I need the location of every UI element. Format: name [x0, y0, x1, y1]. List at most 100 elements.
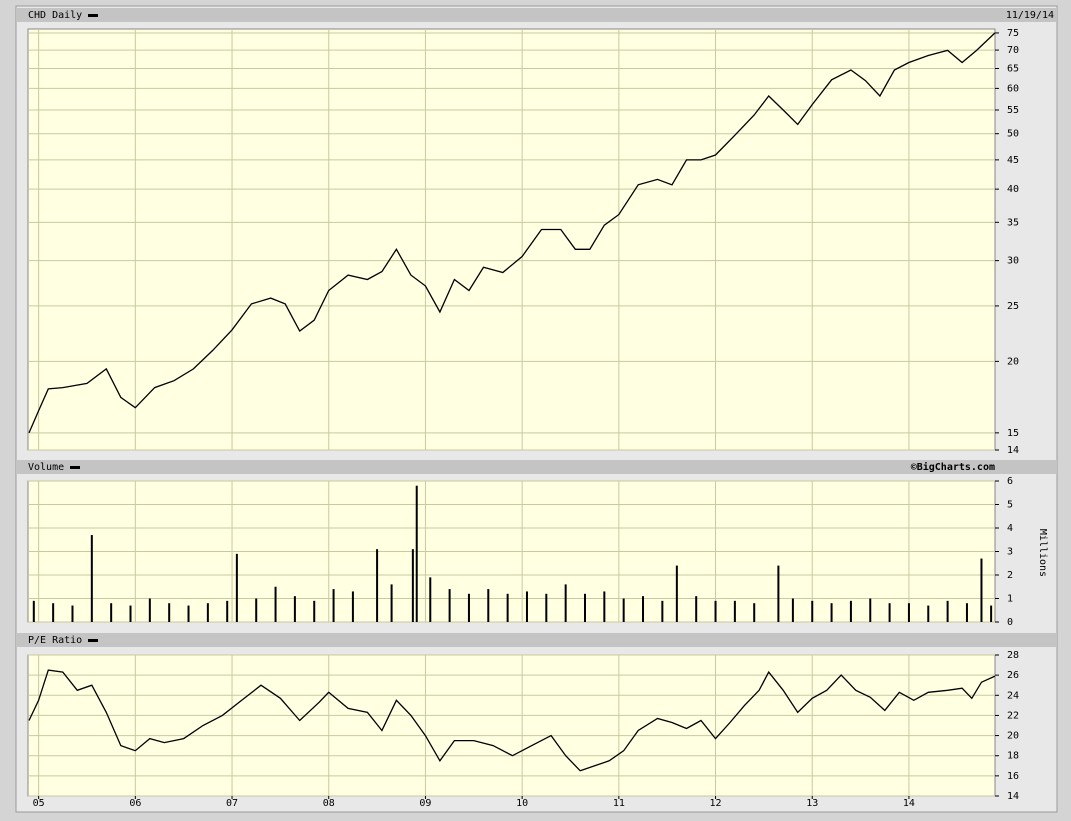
y-tick-label: 1 [1007, 594, 1013, 605]
bar [129, 605, 132, 622]
bar [71, 605, 74, 622]
y-tick-label: 28 [1007, 650, 1019, 661]
y-tick-label: 18 [1007, 751, 1019, 762]
bar [946, 600, 949, 622]
bar [777, 565, 780, 622]
bar [168, 603, 171, 622]
x-tick-label: 10 [516, 798, 528, 809]
bar [869, 598, 872, 622]
x-tick-label: 07 [226, 798, 238, 809]
bar [661, 600, 664, 622]
date-label: 11/19/14 [1006, 10, 1054, 21]
bar [714, 600, 717, 622]
bar [695, 596, 698, 622]
y-tick-label: 22 [1007, 710, 1019, 721]
y-tick-label: 20 [1007, 356, 1019, 367]
y-tick-label: 65 [1007, 64, 1019, 75]
legend-icon [88, 14, 98, 17]
bar [187, 605, 190, 622]
y-tick-label: 30 [1007, 256, 1019, 267]
bar [980, 558, 983, 622]
y-tick-label: 20 [1007, 731, 1019, 742]
bar [90, 535, 93, 622]
bar [110, 603, 113, 622]
bar [32, 600, 35, 622]
bar [753, 603, 756, 622]
bar [506, 593, 509, 622]
bar [467, 593, 470, 622]
bar [675, 565, 678, 622]
legend-icon [88, 639, 98, 642]
line [28, 32, 996, 434]
bar [811, 600, 814, 622]
y-tick-label: 3 [1007, 547, 1013, 558]
y-tick-label: 6 [1007, 476, 1013, 487]
bar [583, 593, 586, 622]
bar [927, 605, 930, 622]
y-tick-label: 25 [1007, 301, 1019, 312]
bar [226, 600, 229, 622]
y-tick-label: 4 [1007, 523, 1013, 534]
chart-title: P/E Ratio [28, 635, 82, 646]
y-tick-label: 35 [1007, 217, 1019, 228]
bar [487, 589, 490, 622]
bar [148, 598, 151, 622]
bar [206, 603, 209, 622]
y-tick-label: 26 [1007, 670, 1019, 681]
bar [415, 485, 418, 622]
y-tick-label: 50 [1007, 129, 1019, 140]
x-tick-label: 14 [903, 798, 915, 809]
bar [390, 584, 393, 622]
x-tick-label: 08 [323, 798, 335, 809]
bar [907, 603, 910, 622]
y-tick-label: 0 [1007, 617, 1013, 628]
bar [791, 598, 794, 622]
bar [351, 591, 354, 622]
bar [293, 596, 296, 622]
bar [411, 549, 414, 622]
x-tick-label: 11 [613, 798, 625, 809]
credit: ©BigCharts.com [911, 461, 995, 473]
x-tick-label: 12 [710, 798, 722, 809]
bar [642, 596, 645, 622]
bar [622, 598, 625, 622]
bar [255, 598, 258, 622]
y-tick-label: 2 [1007, 570, 1013, 581]
y-tick-label: 24 [1007, 690, 1019, 701]
bar [448, 589, 451, 622]
x-tick-label: 06 [129, 798, 141, 809]
chart-title: Volume [28, 462, 64, 473]
y-tick-label: 5 [1007, 500, 1013, 511]
bar [313, 600, 316, 622]
y-tick-label: 16 [1007, 771, 1019, 782]
bar [332, 589, 335, 622]
y-tick-label: 14 [1007, 445, 1019, 456]
chart-title: CHD Daily [28, 10, 82, 21]
y-axis-label: Millions [1037, 529, 1048, 577]
x-tick-label: 13 [806, 798, 818, 809]
bar [564, 584, 567, 622]
bar [733, 600, 736, 622]
plot-area [27, 654, 996, 797]
plot-area [27, 28, 996, 451]
bar [235, 553, 238, 622]
y-tick-label: 40 [1007, 184, 1019, 195]
bar [830, 603, 833, 622]
legend-icon [70, 466, 80, 469]
y-tick-label: 45 [1007, 155, 1019, 166]
bar [274, 586, 277, 622]
y-tick-label: 14 [1007, 791, 1019, 802]
y-tick-label: 15 [1007, 428, 1019, 439]
bar [603, 591, 606, 622]
y-tick-label: 55 [1007, 105, 1019, 116]
y-tick-label: 60 [1007, 83, 1019, 94]
bar [888, 603, 891, 622]
line [28, 669, 996, 772]
x-tick-label: 05 [33, 798, 45, 809]
bar [525, 591, 528, 622]
bar [965, 603, 968, 622]
bar [545, 593, 548, 622]
bar [52, 603, 55, 622]
bar [990, 605, 993, 622]
